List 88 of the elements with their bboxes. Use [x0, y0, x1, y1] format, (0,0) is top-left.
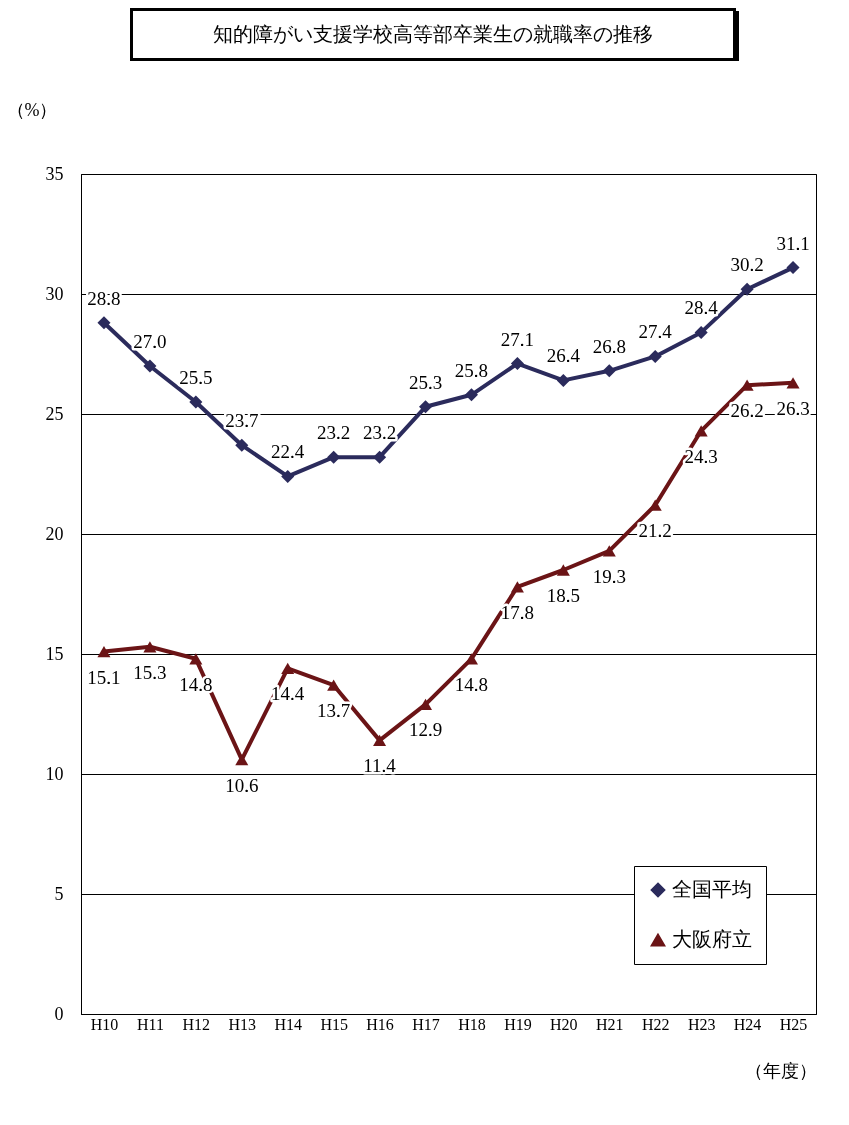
x-tick-label: H21 — [596, 1015, 624, 1033]
data-label: 19.3 — [592, 565, 626, 587]
point — [281, 469, 295, 483]
x-tick-label: H15 — [320, 1015, 348, 1033]
point — [510, 581, 524, 593]
point — [97, 316, 111, 330]
data-label: 23.7 — [225, 410, 259, 432]
y-tick-label: 0 — [54, 1003, 64, 1024]
point — [786, 261, 800, 275]
data-label: 22.4 — [271, 441, 305, 463]
x-tick-label: H10 — [90, 1015, 119, 1033]
point — [786, 377, 800, 389]
point — [648, 349, 662, 363]
point — [143, 359, 157, 373]
x-tick-label: H18 — [458, 1015, 486, 1033]
data-label: 27.1 — [500, 328, 535, 350]
point — [235, 438, 249, 452]
data-label: 15.3 — [133, 661, 167, 683]
point — [419, 698, 433, 711]
x-tick-label: H22 — [641, 1015, 670, 1033]
x-tick-label: H25 — [779, 1015, 808, 1033]
point — [373, 734, 387, 747]
y-tick-label: 25 — [45, 403, 64, 424]
point — [556, 564, 570, 576]
point — [740, 282, 754, 296]
y-tick-label: 35 — [45, 163, 64, 184]
data-label: 27.0 — [133, 331, 167, 352]
data-label: 11.4 — [363, 755, 397, 777]
y-tick-label: 20 — [45, 523, 64, 544]
y-tick-label: 30 — [45, 283, 64, 304]
x-tick-label: H19 — [504, 1015, 532, 1033]
data-label: 28.4 — [684, 297, 719, 319]
data-label: 12.9 — [408, 719, 443, 741]
point — [694, 325, 708, 339]
data-label: 26.3 — [776, 397, 810, 419]
point — [97, 645, 111, 658]
y-tick-label: 15 — [45, 643, 64, 664]
point — [327, 450, 341, 464]
point — [464, 388, 478, 402]
data-label: 23.2 — [362, 422, 397, 444]
y-tick-label: 10 — [45, 763, 64, 784]
data-label: 17.8 — [500, 601, 535, 623]
point — [740, 379, 754, 391]
x-tick-label: H20 — [550, 1015, 578, 1033]
data-label: 13.7 — [317, 700, 351, 722]
x-tick-label: H24 — [733, 1015, 762, 1033]
legend-label: 全国平均 — [672, 877, 752, 901]
x-tick-label: H13 — [228, 1015, 257, 1033]
point — [602, 364, 616, 378]
data-label: 15.1 — [87, 666, 121, 688]
data-label: 27.4 — [638, 321, 673, 343]
point — [510, 357, 524, 371]
point — [281, 662, 295, 675]
data-label: 25.5 — [179, 367, 213, 388]
data-label: 25.3 — [408, 371, 443, 393]
data-label: 31.1 — [776, 232, 810, 254]
point — [235, 753, 249, 766]
point — [602, 545, 616, 557]
data-label: 26.4 — [546, 345, 581, 367]
point — [327, 679, 341, 691]
data-label: 25.8 — [454, 359, 489, 381]
point — [189, 395, 203, 409]
point — [143, 641, 157, 653]
data-label: 24.3 — [684, 445, 718, 467]
data-label: 30.2 — [730, 254, 764, 276]
point — [373, 450, 387, 464]
point — [189, 653, 203, 665]
data-label: 18.5 — [546, 585, 580, 606]
data-label: 26.8 — [592, 335, 626, 357]
point — [464, 653, 478, 665]
x-axis-title: （年度） — [744, 1060, 817, 1081]
y-tick-label: 5 — [54, 883, 64, 904]
y-axis-title: （%） — [6, 99, 58, 120]
x-tick-label: H16 — [366, 1015, 394, 1033]
chart-title: 知的障がい支援学校高等部卒業生の就職率の推移 — [130, 8, 736, 61]
data-label: 14.8 — [454, 673, 489, 695]
x-tick-label: H11 — [136, 1015, 164, 1033]
point — [556, 373, 570, 387]
x-tick-label: H17 — [412, 1015, 440, 1033]
legend-label: 大阪府立 — [672, 927, 752, 951]
data-label: 10.6 — [225, 774, 259, 796]
point — [648, 499, 662, 511]
x-tick-label: H23 — [687, 1015, 716, 1033]
point — [694, 425, 708, 437]
x-tick-label: H14 — [274, 1015, 302, 1033]
x-tick-label: H12 — [182, 1015, 211, 1033]
point — [419, 400, 433, 414]
data-label: 23.2 — [317, 422, 351, 444]
